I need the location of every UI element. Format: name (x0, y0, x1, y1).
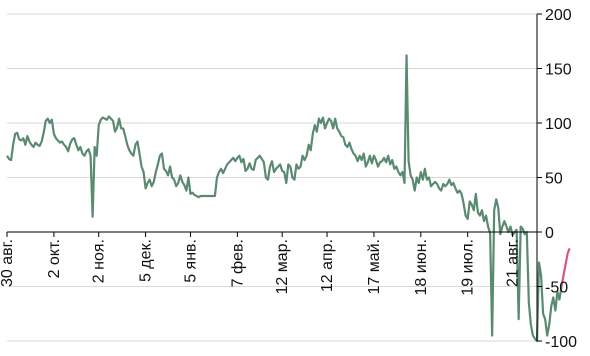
x-tick-label: 5 дек. (138, 239, 155, 282)
y-tick-label: 150 (545, 62, 572, 79)
gridlines (7, 13, 537, 342)
axes (6, 13, 542, 342)
series-line-main (6, 54, 563, 343)
x-tick-label: 21 авг. (505, 239, 522, 287)
x-tick-labels: 30 авг. 2 окт. 2 ноя. 5 дек. 5 янв. 7 фе… (0, 239, 522, 296)
x-tick-label: 17 май. (366, 239, 383, 295)
y-tick-label: 0 (545, 225, 554, 242)
x-tick-label: 19 июл. (460, 239, 477, 296)
y-tick-label: 50 (545, 171, 563, 188)
x-tick-label: 7 фев. (229, 239, 246, 287)
series-line-end (560, 247, 571, 287)
x-tick-label: 18 июн. (413, 239, 430, 295)
y-tick-label: 200 (545, 7, 572, 24)
x-tick-label: 30 авг. (0, 239, 16, 287)
x-tick-label: 2 ноя. (91, 239, 108, 283)
y-tick-label: -100 (545, 334, 577, 351)
x-tick-label: 12 мар. (274, 239, 291, 294)
y-tick-labels: 200 150 100 50 0 -50 -100 (545, 7, 577, 351)
x-tick-label: 2 окт. (46, 239, 63, 278)
series-lines (6, 54, 571, 343)
y-tick-label: -50 (545, 280, 568, 297)
x-tick-label: 12 апр. (319, 239, 336, 292)
y-tick-label: 100 (545, 116, 572, 133)
x-tick-label: 5 янв. (182, 239, 199, 283)
